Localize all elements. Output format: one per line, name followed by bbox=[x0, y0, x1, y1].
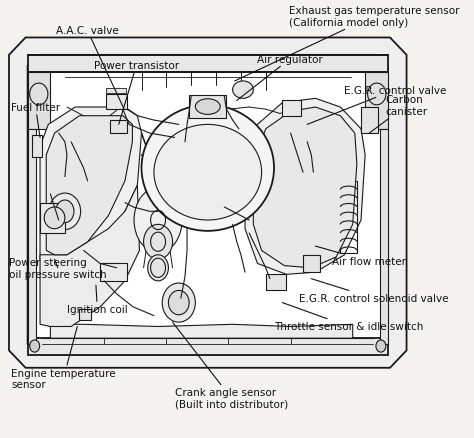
Bar bbox=[40, 203, 65, 233]
Text: Exhaust gas temperature sensor
(California model only): Exhaust gas temperature sensor (Californ… bbox=[235, 6, 459, 82]
Text: Air regulator: Air regulator bbox=[237, 54, 323, 101]
Bar bbox=[365, 73, 388, 130]
Polygon shape bbox=[40, 186, 139, 327]
Bar bbox=[106, 95, 127, 110]
Bar bbox=[32, 136, 42, 158]
Bar bbox=[110, 121, 127, 134]
Text: Power transistor: Power transistor bbox=[94, 61, 179, 125]
Polygon shape bbox=[9, 39, 407, 368]
Ellipse shape bbox=[233, 82, 253, 99]
Ellipse shape bbox=[56, 201, 74, 223]
Text: A.A.C. valve: A.A.C. valve bbox=[56, 26, 124, 110]
Polygon shape bbox=[40, 108, 142, 264]
Bar bbox=[189, 96, 227, 119]
Text: Crank angle sensor
(Built into distributor): Crank angle sensor (Built into distribut… bbox=[173, 322, 288, 409]
Text: Air flow meter: Air flow meter bbox=[316, 247, 406, 267]
Ellipse shape bbox=[134, 188, 182, 253]
Text: Carbon
canister: Carbon canister bbox=[369, 95, 428, 134]
Polygon shape bbox=[245, 99, 365, 275]
Ellipse shape bbox=[30, 340, 40, 352]
Ellipse shape bbox=[144, 225, 173, 260]
Polygon shape bbox=[27, 130, 36, 344]
Ellipse shape bbox=[154, 125, 262, 220]
Text: Power steering
oil pressure switch: Power steering oil pressure switch bbox=[9, 258, 107, 279]
Bar bbox=[106, 89, 126, 93]
Text: E.G.R. control valve: E.G.R. control valve bbox=[307, 85, 447, 125]
Ellipse shape bbox=[376, 340, 386, 352]
Bar bbox=[79, 309, 91, 320]
Bar bbox=[303, 255, 319, 272]
Bar bbox=[266, 275, 286, 290]
Bar bbox=[283, 101, 301, 117]
Text: Ignition coil: Ignition coil bbox=[67, 286, 128, 314]
Text: Throttle sensor & idle switch: Throttle sensor & idle switch bbox=[274, 303, 423, 332]
Polygon shape bbox=[27, 56, 388, 355]
Ellipse shape bbox=[148, 255, 168, 281]
Polygon shape bbox=[253, 108, 357, 268]
Bar bbox=[100, 264, 127, 281]
Bar bbox=[27, 339, 388, 355]
Polygon shape bbox=[50, 325, 353, 339]
Ellipse shape bbox=[44, 208, 65, 229]
Ellipse shape bbox=[162, 283, 195, 322]
Bar bbox=[27, 73, 50, 130]
Ellipse shape bbox=[195, 99, 220, 115]
Bar bbox=[340, 181, 357, 253]
Polygon shape bbox=[46, 117, 132, 255]
Ellipse shape bbox=[168, 291, 189, 315]
Bar bbox=[27, 56, 388, 73]
Bar bbox=[361, 108, 378, 134]
Text: Fuel filter: Fuel filter bbox=[11, 103, 60, 138]
Ellipse shape bbox=[49, 194, 81, 230]
Polygon shape bbox=[380, 130, 388, 344]
Text: E.G.R. control solenoid valve: E.G.R. control solenoid valve bbox=[299, 279, 448, 304]
Text: Engine temperature
sensor: Engine temperature sensor bbox=[11, 327, 116, 389]
Ellipse shape bbox=[142, 106, 274, 231]
